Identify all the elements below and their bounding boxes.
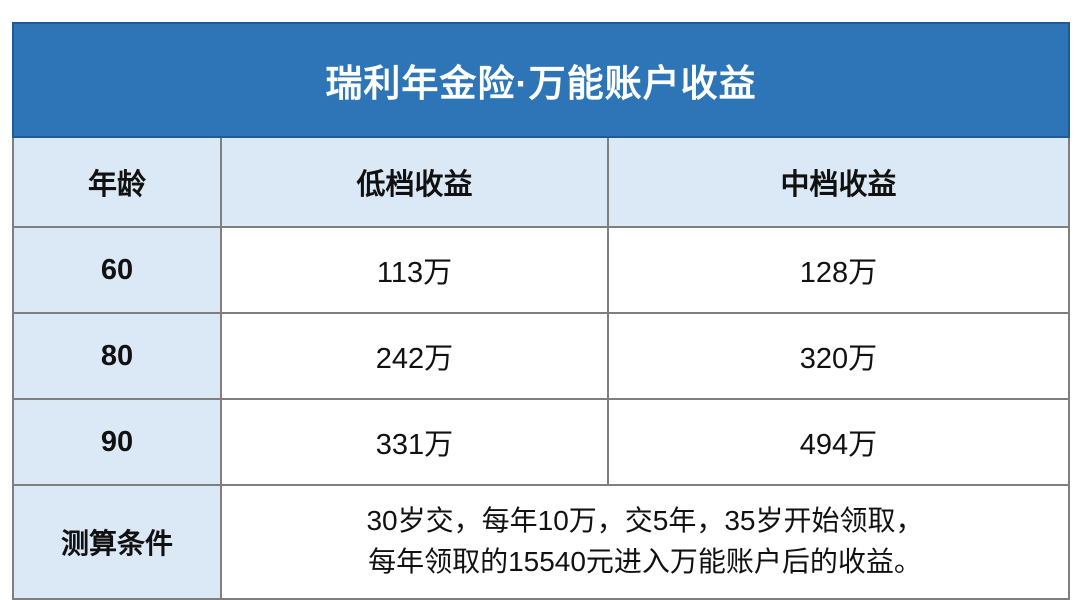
condition-row: 测算条件 30岁交，每年10万，交5年，35岁开始领取， 每年领取的15540元… — [12, 484, 1070, 600]
cell-low-benefit: 242万 — [220, 312, 609, 400]
condition-line-1: 30岁交，每年10万，交5年，35岁开始领取， — [366, 505, 924, 537]
cell-mid-benefit: 128万 — [607, 226, 1070, 314]
cell-age: 80 — [12, 312, 222, 400]
column-header-age: 年龄 — [12, 136, 222, 228]
benefit-table-container: 瑞利年金险·万能账户收益 年龄 低档收益 中档收益 60 113万 128万 8… — [12, 22, 1070, 600]
cell-low-benefit: 113万 — [220, 226, 609, 314]
table-row: 80 242万 320万 — [12, 312, 1070, 400]
header-row: 年龄 低档收益 中档收益 — [12, 136, 1070, 228]
condition-text: 30岁交，每年10万，交5年，35岁开始领取， 每年领取的15540元进入万能账… — [220, 484, 1070, 600]
condition-line-2: 每年领取的15540元进入万能账户后的收益。 — [368, 546, 922, 577]
cell-low-benefit: 331万 — [220, 398, 609, 486]
column-header-low-benefit: 低档收益 — [220, 136, 609, 228]
table-title: 瑞利年金险·万能账户收益 — [12, 22, 1070, 138]
cell-mid-benefit: 320万 — [607, 312, 1070, 400]
cell-age: 90 — [12, 398, 222, 486]
cell-mid-benefit: 494万 — [607, 398, 1070, 486]
table-row: 90 331万 494万 — [12, 398, 1070, 486]
title-row: 瑞利年金险·万能账户收益 — [12, 22, 1070, 138]
column-header-mid-benefit: 中档收益 — [607, 136, 1070, 228]
condition-label: 测算条件 — [12, 484, 222, 600]
annuity-benefit-table: 瑞利年金险·万能账户收益 年龄 低档收益 中档收益 60 113万 128万 8… — [12, 22, 1070, 600]
cell-age: 60 — [12, 226, 222, 314]
table-row: 60 113万 128万 — [12, 226, 1070, 314]
